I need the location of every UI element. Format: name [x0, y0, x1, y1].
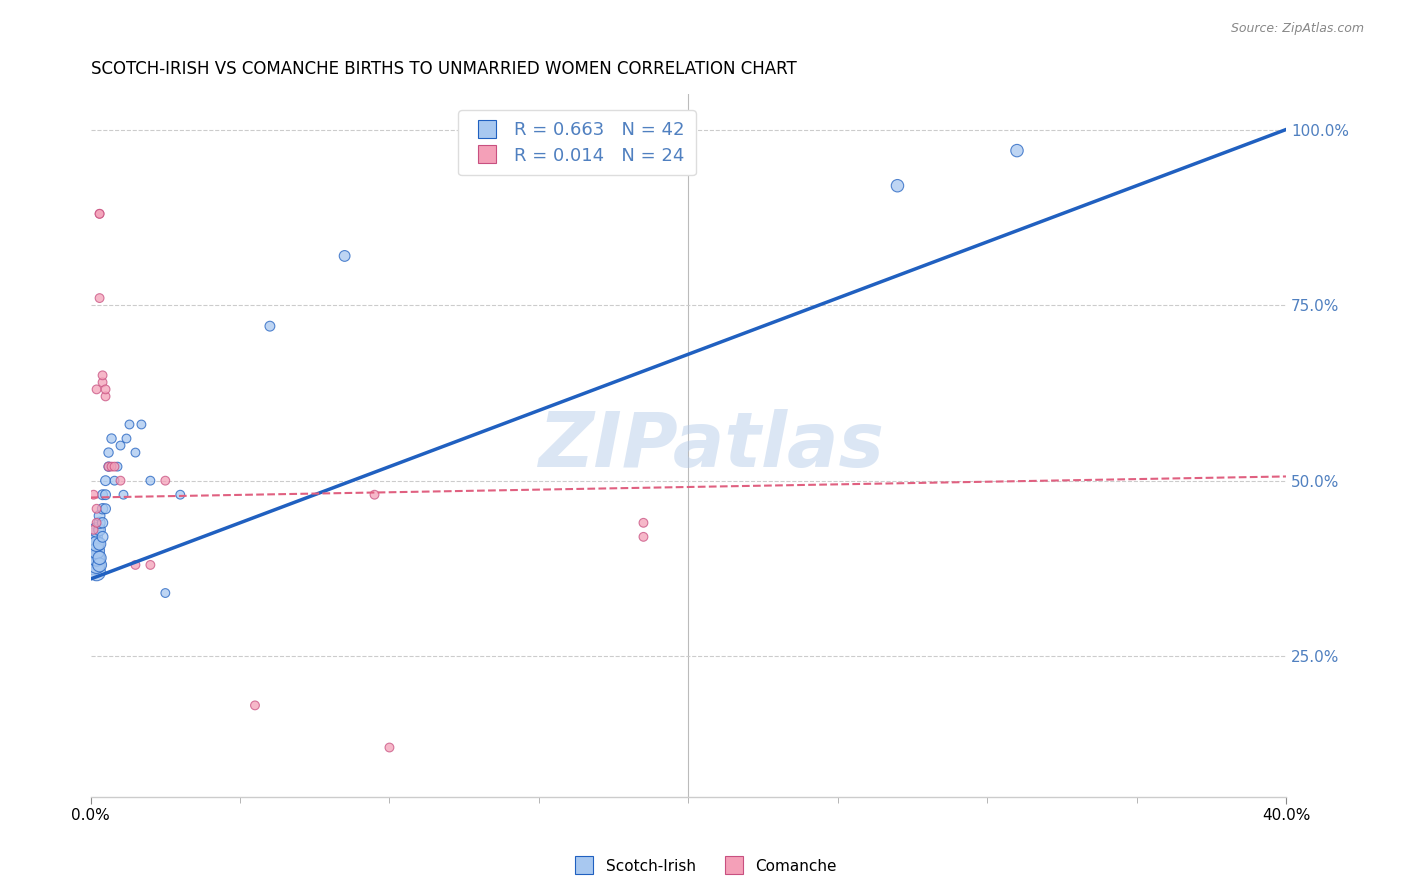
Point — [86, 550, 108, 565]
Point — [86, 516, 108, 530]
Point — [94, 389, 117, 403]
Point — [83, 544, 105, 558]
Point — [97, 459, 120, 474]
Point — [100, 459, 122, 474]
Point — [89, 291, 111, 305]
Point — [363, 488, 385, 502]
Point — [139, 558, 162, 572]
Point — [89, 207, 111, 221]
Point — [115, 432, 138, 446]
Point — [886, 178, 908, 193]
Point — [89, 508, 111, 523]
Point — [118, 417, 141, 432]
Point — [97, 459, 120, 474]
Point — [94, 474, 117, 488]
Point — [86, 558, 108, 572]
Point — [94, 501, 117, 516]
Point — [103, 459, 125, 474]
Point — [86, 523, 108, 537]
Point — [97, 445, 120, 459]
Point — [243, 698, 266, 713]
Point — [83, 558, 105, 572]
Point — [91, 516, 114, 530]
Point — [83, 537, 105, 551]
Point — [124, 558, 146, 572]
Point — [110, 438, 132, 452]
Point — [91, 376, 114, 390]
Point — [89, 207, 111, 221]
Point — [86, 544, 108, 558]
Text: Source: ZipAtlas.com: Source: ZipAtlas.com — [1230, 22, 1364, 36]
Point — [83, 550, 105, 565]
Point — [94, 488, 117, 502]
Point — [89, 558, 111, 572]
Point — [91, 488, 114, 502]
Point — [110, 474, 132, 488]
Point — [103, 474, 125, 488]
Point — [86, 383, 108, 397]
Point — [259, 319, 281, 334]
Point — [131, 417, 153, 432]
Legend: R = 0.663   N = 42, R = 0.014   N = 24: R = 0.663 N = 42, R = 0.014 N = 24 — [458, 111, 696, 176]
Point — [91, 368, 114, 383]
Point — [378, 740, 401, 755]
Point — [155, 474, 177, 488]
Point — [91, 501, 114, 516]
Text: ZIPatlas: ZIPatlas — [538, 409, 886, 483]
Point — [83, 530, 105, 544]
Point — [139, 474, 162, 488]
Point — [112, 488, 135, 502]
Point — [1005, 144, 1028, 158]
Point — [86, 565, 108, 579]
Point — [89, 523, 111, 537]
Point — [94, 383, 117, 397]
Point — [100, 432, 122, 446]
Point — [333, 249, 356, 263]
Point — [86, 537, 108, 551]
Point — [86, 501, 108, 516]
Point — [633, 516, 655, 530]
Point — [89, 516, 111, 530]
Text: SCOTCH-IRISH VS COMANCHE BIRTHS TO UNMARRIED WOMEN CORRELATION CHART: SCOTCH-IRISH VS COMANCHE BIRTHS TO UNMAR… — [90, 60, 796, 78]
Point — [124, 445, 146, 459]
Point — [83, 488, 105, 502]
Point — [91, 530, 114, 544]
Point — [107, 459, 129, 474]
Point — [89, 550, 111, 565]
Point — [89, 537, 111, 551]
Point — [155, 586, 177, 600]
Legend: Scotch-Irish, Comanche: Scotch-Irish, Comanche — [562, 853, 844, 880]
Point — [169, 488, 191, 502]
Point — [633, 530, 655, 544]
Point — [83, 523, 105, 537]
